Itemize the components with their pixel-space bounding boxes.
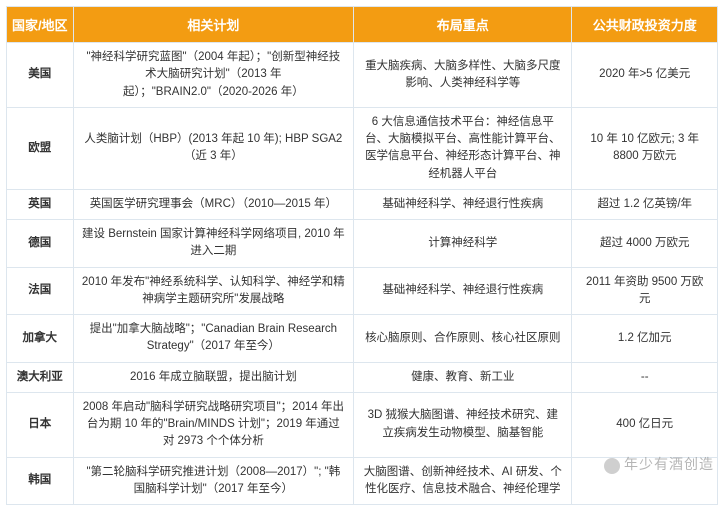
cell-focus: 计算神经科学 (354, 220, 572, 268)
cell-plan: 英国医学研究理事会（MRC）（2010—2015 年） (73, 189, 354, 219)
cell-region: 加拿大 (7, 315, 74, 363)
cell-focus: 核心脑原则、合作原则、核心社区原则 (354, 315, 572, 363)
cell-funding: 10 年 10 亿欧元; 3 年 8800 万欧元 (572, 107, 718, 189)
cell-region: 法国 (7, 267, 74, 315)
cell-focus: 大脑图谱、创新神经技术、AI 研发、个性化医疗、信息技术融合、神经伦理学 (354, 457, 572, 505)
cell-focus: 基础神经科学、神经退行性疾病 (354, 267, 572, 315)
col-plan: 相关计划 (73, 7, 354, 43)
cell-funding: 超过 4000 万欧元 (572, 220, 718, 268)
table-row: 英国英国医学研究理事会（MRC）（2010—2015 年）基础神经科学、神经退行… (7, 189, 718, 219)
cell-focus: 重大脑疾病、大脑多样性、大脑多尺度影响、人类神经科学等 (354, 43, 572, 108)
col-focus: 布局重点 (354, 7, 572, 43)
table-header: 国家/地区 相关计划 布局重点 公共财政投资力度 (7, 7, 718, 43)
table-row: 德国建设 Bernstein 国家计算神经科学网络项目, 2010 年进入二期计… (7, 220, 718, 268)
table-row: 美国"神经科学研究蓝图"（2004 年起）；"创新型神经技术大脑研究计划"（20… (7, 43, 718, 108)
cell-plan: 提出"加拿大脑战略"；"Canadian Brain Research Stra… (73, 315, 354, 363)
cell-region: 日本 (7, 392, 74, 457)
cell-plan: 建设 Bernstein 国家计算神经科学网络项目, 2010 年进入二期 (73, 220, 354, 268)
table-row: 法国2010 年发布"神经系统科学、认知科学、神经学和精神病学主题研究所"发展战… (7, 267, 718, 315)
cell-region: 英国 (7, 189, 74, 219)
cell-plan: 2016 年成立脑联盟，提出脑计划 (73, 362, 354, 392)
col-funding: 公共财政投资力度 (572, 7, 718, 43)
cell-focus: 健康、教育、新工业 (354, 362, 572, 392)
cell-focus: 基础神经科学、神经退行性疾病 (354, 189, 572, 219)
cell-funding: -- (572, 362, 718, 392)
cell-funding: 2020 年>5 亿美元 (572, 43, 718, 108)
brain-projects-table: 国家/地区 相关计划 布局重点 公共财政投资力度 美国"神经科学研究蓝图"（20… (6, 6, 718, 505)
cell-funding (572, 457, 718, 505)
table-container: 国家/地区 相关计划 布局重点 公共财政投资力度 美国"神经科学研究蓝图"（20… (0, 0, 724, 511)
table-row: 欧盟人类脑计划（HBP）(2013 年起 10 年); HBP SGA2（近 3… (7, 107, 718, 189)
cell-funding: 超过 1.2 亿英镑/年 (572, 189, 718, 219)
cell-region: 美国 (7, 43, 74, 108)
cell-region: 澳大利亚 (7, 362, 74, 392)
cell-region: 韩国 (7, 457, 74, 505)
cell-funding: 1.2 亿加元 (572, 315, 718, 363)
cell-funding: 400 亿日元 (572, 392, 718, 457)
cell-focus: 6 大信息通信技术平台：神经信息平台、大脑模拟平台、高性能计算平台、医学信息平台… (354, 107, 572, 189)
cell-funding: 2011 年资助 9500 万欧元 (572, 267, 718, 315)
table-row: 加拿大提出"加拿大脑战略"；"Canadian Brain Research S… (7, 315, 718, 363)
cell-plan: 2010 年发布"神经系统科学、认知科学、神经学和精神病学主题研究所"发展战略 (73, 267, 354, 315)
table-row: 韩国"第二轮脑科学研究推进计划（2008—2017）"; "韩国脑科学计划"（2… (7, 457, 718, 505)
cell-plan: "神经科学研究蓝图"（2004 年起）；"创新型神经技术大脑研究计划"（2013… (73, 43, 354, 108)
table-body: 美国"神经科学研究蓝图"（2004 年起）；"创新型神经技术大脑研究计划"（20… (7, 43, 718, 505)
cell-plan: 2008 年启动"脑科学研究战略研究项目"；2014 年出台为期 10 年的"B… (73, 392, 354, 457)
cell-focus: 3D 狨猴大脑图谱、神经技术研究、建立疾病发生动物模型、脑基智能 (354, 392, 572, 457)
cell-region: 欧盟 (7, 107, 74, 189)
cell-region: 德国 (7, 220, 74, 268)
col-region: 国家/地区 (7, 7, 74, 43)
cell-plan: "第二轮脑科学研究推进计划（2008—2017）"; "韩国脑科学计划"（201… (73, 457, 354, 505)
table-row: 澳大利亚2016 年成立脑联盟，提出脑计划健康、教育、新工业-- (7, 362, 718, 392)
cell-plan: 人类脑计划（HBP）(2013 年起 10 年); HBP SGA2（近 3 年… (73, 107, 354, 189)
table-row: 日本2008 年启动"脑科学研究战略研究项目"；2014 年出台为期 10 年的… (7, 392, 718, 457)
